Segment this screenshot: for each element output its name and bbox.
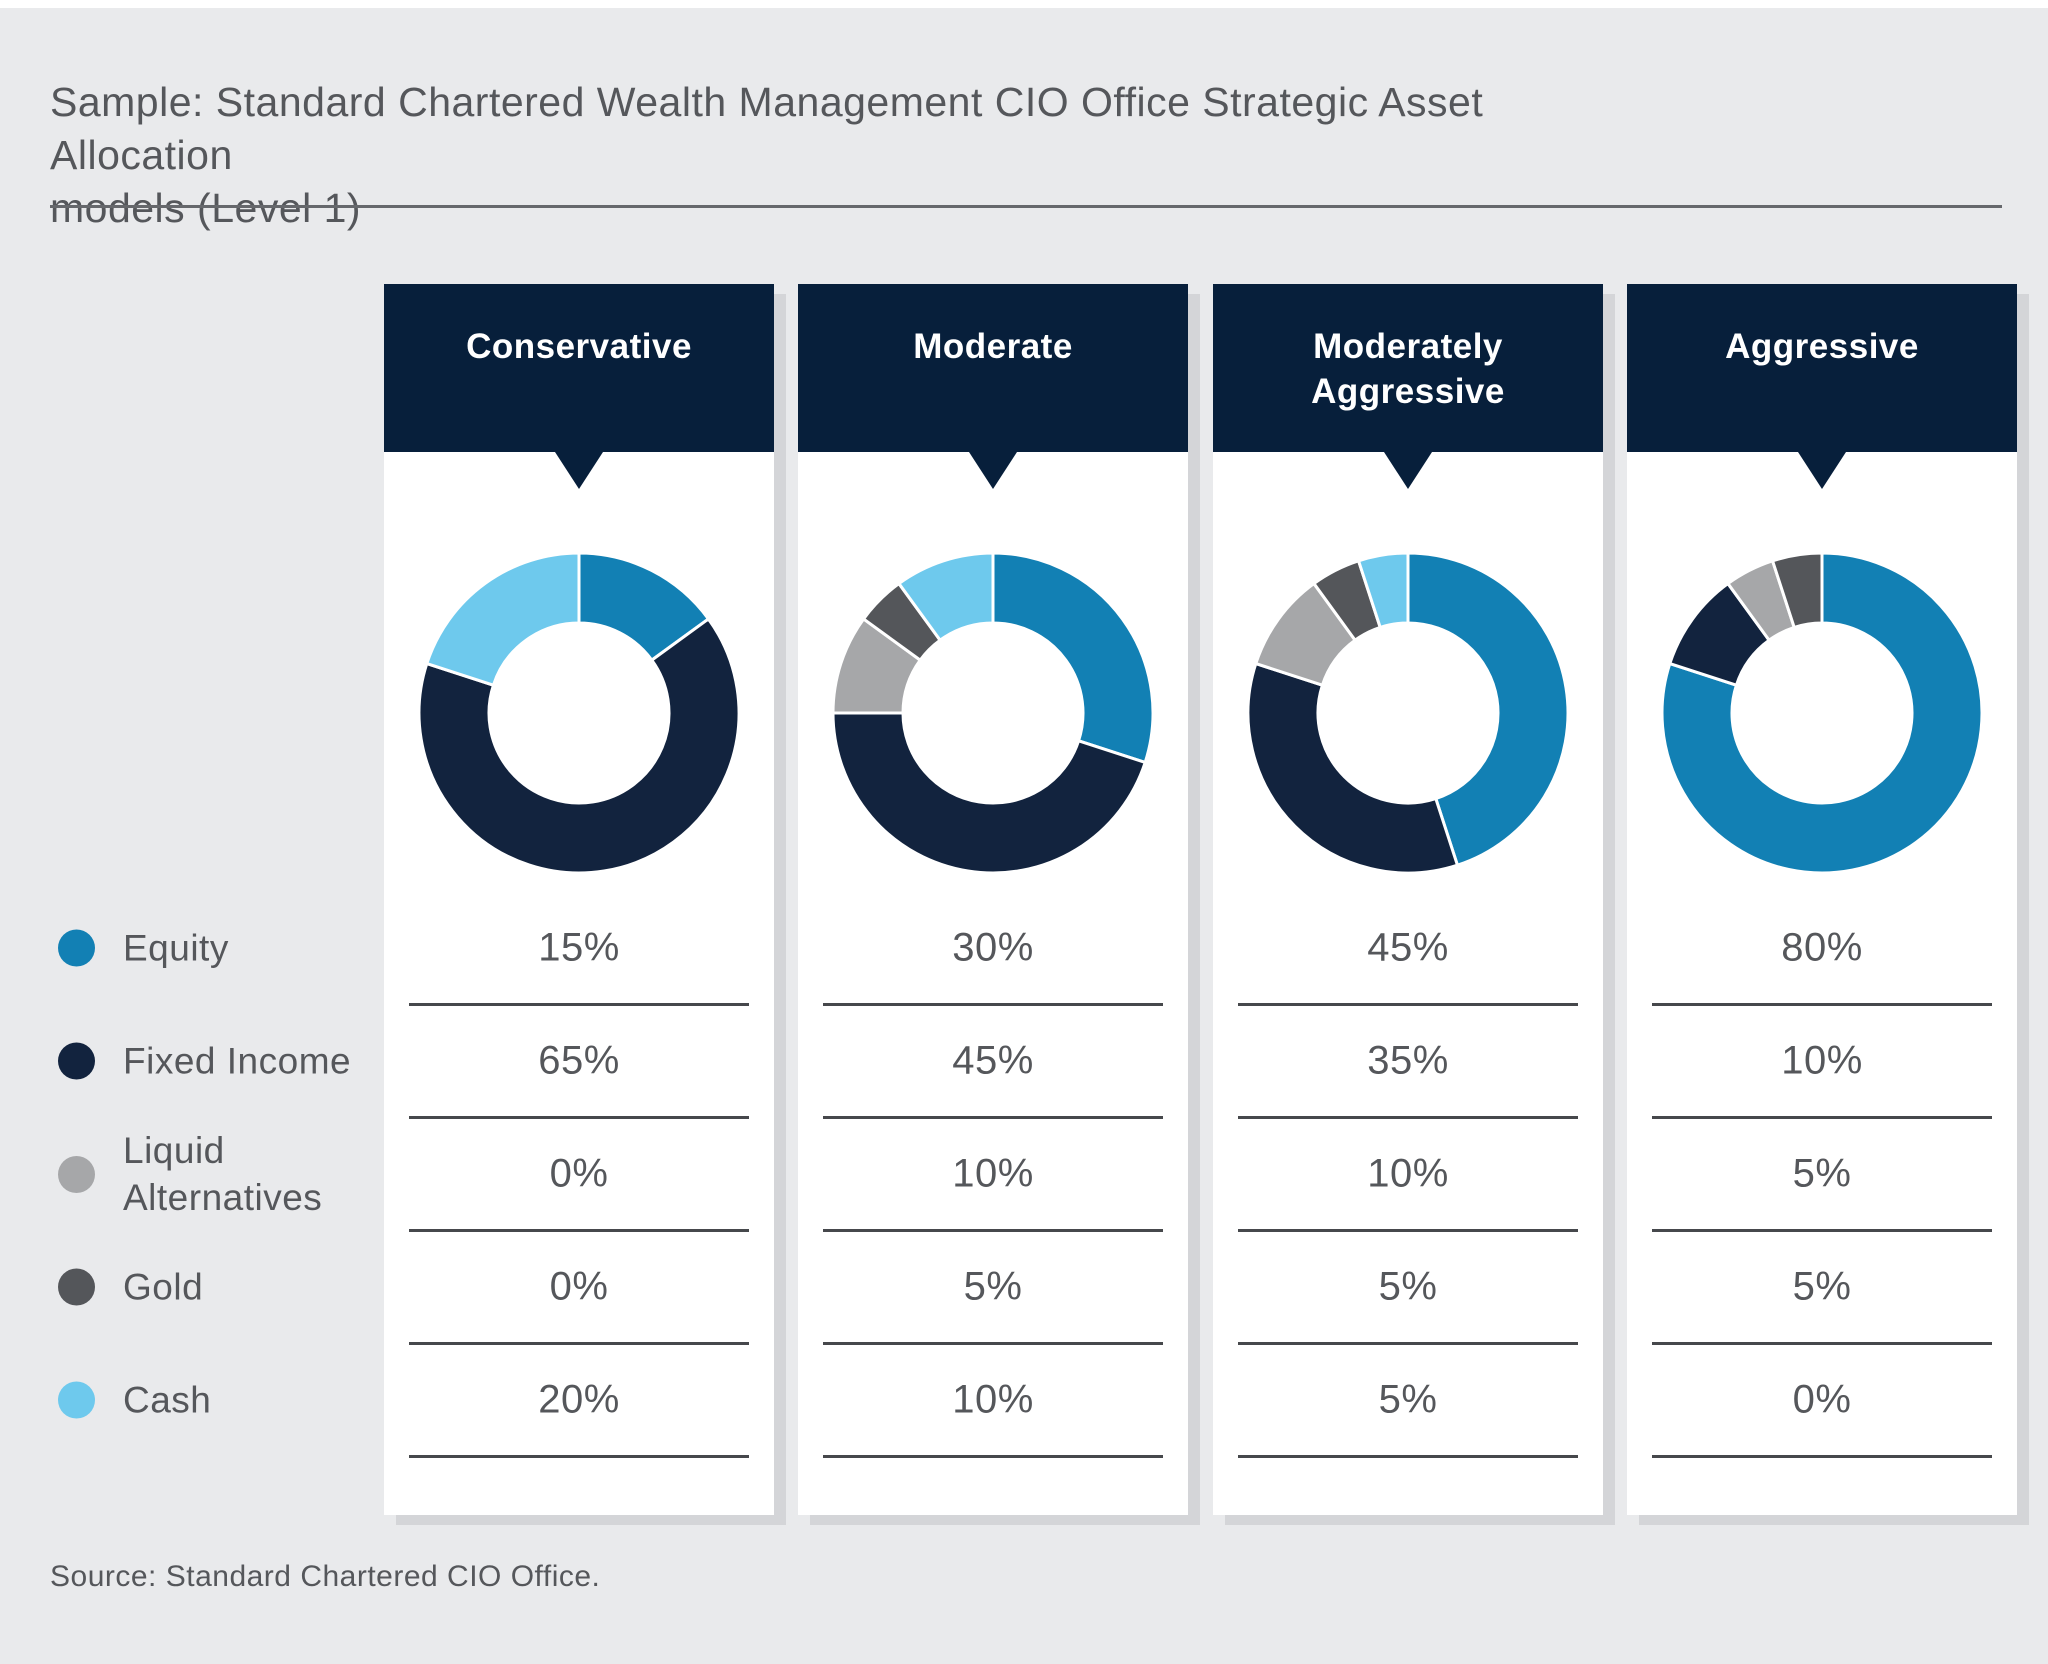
model-header-label: Aggressive (1725, 327, 1919, 366)
row-separator (409, 1003, 749, 1006)
donut-segment-cash (425, 551, 581, 687)
value-cell-fixed-income: 45% (952, 1038, 1034, 1083)
header-pointer-icon (1798, 452, 1846, 489)
gold-dot-icon (58, 1268, 95, 1306)
value-cell-gold: 5% (1792, 1264, 1852, 1309)
row-separator (1238, 1229, 1578, 1232)
equity-dot-icon (58, 929, 95, 967)
header-pointer-icon (1384, 452, 1432, 489)
value-cell-liquid-alternatives: 0% (549, 1151, 609, 1196)
value-cell-fixed-income: 65% (538, 1038, 620, 1083)
row-separator (409, 1342, 749, 1345)
row-separator (1238, 1116, 1578, 1119)
page-title-line2: models (Level 1) (50, 185, 362, 231)
donut-segment-fixed-income (1246, 662, 1459, 875)
donut-segment-cash (897, 551, 995, 642)
top-edge-strip (0, 0, 2048, 8)
value-cell-cash: 5% (1378, 1377, 1438, 1422)
model-header: Moderately Aggressive (1213, 284, 1603, 452)
page-title-line1: Sample: Standard Chartered Wealth Manage… (50, 79, 1484, 178)
donut-segment-fixed-income (831, 711, 1147, 875)
value-cell-fixed-income: 35% (1367, 1038, 1449, 1083)
legend-item-fixed-income: Fixed Income (58, 1038, 373, 1085)
model-header-label: Moderately Aggressive (1311, 327, 1505, 411)
model-header-label: Conservative (466, 327, 692, 366)
row-separator (1652, 1116, 1992, 1119)
row-separator (409, 1116, 749, 1119)
model-column-moderate: Moderate 30% 45% 10% 5% 10% (798, 284, 1188, 1515)
value-cell-liquid-alternatives: 5% (1792, 1151, 1852, 1196)
model-header: Moderate (798, 284, 1188, 452)
donut-chart-moderately-aggressive (1246, 551, 1570, 875)
legend-item-equity: Equity (58, 925, 373, 972)
row-separator (1652, 1229, 1992, 1232)
value-cell-equity: 30% (952, 925, 1034, 970)
row-separator (409, 1455, 749, 1458)
value-cell-cash: 10% (952, 1377, 1034, 1422)
row-separator (823, 1116, 1163, 1119)
value-cell-equity: 45% (1367, 925, 1449, 970)
row-separator (823, 1455, 1163, 1458)
model-column-aggressive: Aggressive 80% 10% 5% 5% 0% (1627, 284, 2017, 1515)
legend-label: Cash (123, 1379, 212, 1421)
legend-label: Fixed Income (123, 1040, 352, 1082)
donut-segment-fixed-income (417, 617, 741, 875)
donut-segment-equity (991, 551, 1155, 764)
row-separator (1652, 1003, 1992, 1006)
source-note: Source: Standard Chartered CIO Office. (50, 1560, 601, 1593)
row-separator (1238, 1342, 1578, 1345)
value-cell-equity: 15% (538, 925, 620, 970)
row-separator (409, 1229, 749, 1232)
legend-label: Equity (123, 927, 229, 969)
legend-item-liquid-alternatives: Liquid Alternatives (58, 1127, 373, 1221)
value-cell-cash: 20% (538, 1377, 620, 1422)
donut-chart-aggressive (1660, 551, 1984, 875)
legend-item-gold: Gold (58, 1264, 373, 1311)
legend-label: Liquid Alternatives (123, 1130, 323, 1218)
donut-chart-moderate (831, 551, 1155, 875)
donut-segment-cash (1357, 551, 1410, 629)
row-separator (823, 1229, 1163, 1232)
value-cell-cash: 0% (1792, 1377, 1852, 1422)
liquid-alternatives-dot-icon (58, 1155, 95, 1193)
value-cell-liquid-alternatives: 10% (1367, 1151, 1449, 1196)
legend-label: Gold (123, 1266, 204, 1308)
model-header: Aggressive (1627, 284, 2017, 452)
title-underline (50, 205, 2002, 208)
donut-segment-gold (1771, 551, 1824, 629)
value-cell-gold: 5% (1378, 1264, 1438, 1309)
page-title: Sample: Standard Chartered Wealth Manage… (50, 76, 1610, 235)
row-separator (1238, 1455, 1578, 1458)
value-cell-equity: 80% (1781, 925, 1863, 970)
cash-dot-icon (58, 1381, 95, 1419)
model-header-label: Moderate (913, 327, 1073, 366)
row-separator (823, 1342, 1163, 1345)
value-cell-gold: 5% (963, 1264, 1023, 1309)
model-header: Conservative (384, 284, 774, 452)
model-column-conservative: Conservative 15% 65% 0% 0% 20% (384, 284, 774, 1515)
donut-segment-equity (1660, 551, 1984, 875)
row-separator (1652, 1342, 1992, 1345)
value-cell-fixed-income: 10% (1781, 1038, 1863, 1083)
value-cell-liquid-alternatives: 10% (952, 1151, 1034, 1196)
legend-item-cash: Cash (58, 1377, 373, 1424)
row-separator (823, 1003, 1163, 1006)
fixed-income-dot-icon (58, 1042, 95, 1080)
value-cell-gold: 0% (549, 1264, 609, 1309)
header-pointer-icon (555, 452, 603, 489)
row-separator (1238, 1003, 1578, 1006)
header-pointer-icon (969, 452, 1017, 489)
model-column-moderately-aggressive: Moderately Aggressive 45% 35% 10% 5% 5% (1213, 284, 1603, 1515)
row-separator (1652, 1455, 1992, 1458)
donut-segment-equity (1406, 551, 1570, 867)
donut-chart-conservative (417, 551, 741, 875)
